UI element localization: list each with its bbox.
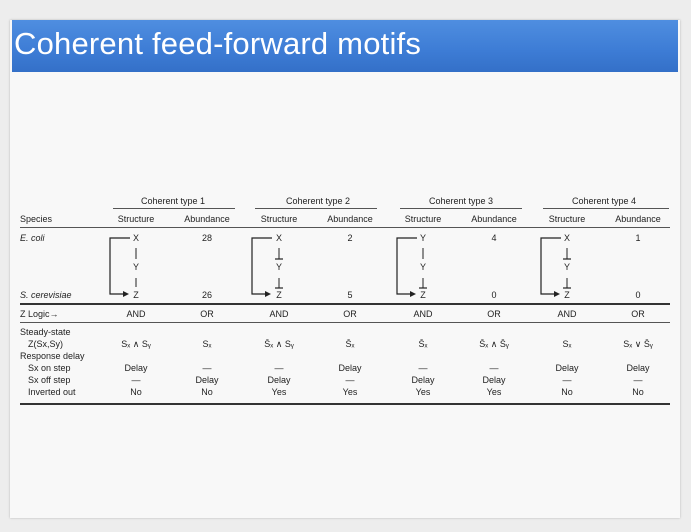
type-2-network-diagram: [251, 237, 283, 297]
species-label: Species: [20, 214, 53, 224]
title-bar: Coherent feed-forward motifs: [12, 20, 678, 72]
type-3-sx-on-and: —: [418, 363, 428, 373]
type-2-node-mid: Y: [275, 262, 283, 272]
type-4-sx-on-or: Delay: [626, 363, 650, 373]
type-4-abundance-header: Abundance: [615, 214, 661, 224]
type-1-header: Coherent type 1: [140, 196, 206, 206]
type-2-sx-off-or: —: [345, 375, 355, 385]
type-3-node-bottom: Z: [420, 290, 426, 300]
type-2-abundance-header: Abundance: [327, 214, 373, 224]
type-3-node-mid: Y: [419, 262, 427, 272]
type-2-structure-header: Structure: [260, 214, 298, 224]
type-4-underline: [543, 208, 669, 209]
type-3-header: Coherent type 3: [428, 196, 494, 206]
type-2-header: Coherent type 2: [285, 196, 351, 206]
type-1-node-mid: Y: [132, 262, 140, 272]
type-3-node-top: Y: [419, 233, 427, 243]
type-2-steady-and: S̄ₓ ∧ Sᵧ: [264, 339, 294, 349]
type-3-steady-and: S̄ₓ: [418, 339, 428, 349]
type-4-abundance-ecoli: 1: [635, 233, 641, 243]
type-1-underline: [113, 208, 235, 209]
type-1-steady-or: Sₓ: [202, 339, 212, 349]
logic-divider: [20, 322, 670, 323]
slide: Coherent feed-forward motifs Coherent ty…: [10, 20, 680, 518]
type-4-header: Coherent type 4: [571, 196, 637, 206]
type-1-structure-header: Structure: [117, 214, 155, 224]
type-2-sx-on-or: Delay: [338, 363, 362, 373]
type-4-network-diagram: [540, 237, 571, 297]
type-2-logic-and: AND: [269, 309, 289, 319]
type-1-logic-and: AND: [126, 309, 146, 319]
header-divider: [20, 227, 670, 228]
type-4-steady-and: Sₓ: [562, 339, 572, 349]
type-3-abundance-header: Abundance: [471, 214, 517, 224]
type-1-logic-or: OR: [200, 309, 214, 319]
type-4-structure-header: Structure: [548, 214, 586, 224]
type-2-abundance-ecoli: 2: [347, 233, 353, 243]
type-4-abundance-scerevisiae: 0: [635, 290, 641, 300]
type-1-network-diagram: [109, 237, 137, 297]
type-1-sx-on-or: —: [202, 363, 212, 373]
type-4-inverted-or: No: [632, 387, 644, 397]
type-1-sx-off-and: —: [131, 375, 141, 385]
type-4-sx-off-and: —: [562, 375, 572, 385]
type-4-node-top: X: [563, 233, 571, 243]
type-3-inverted-and: Yes: [415, 387, 431, 397]
type-2-steady-or: S̄ₓ: [345, 339, 355, 349]
type-3-underline: [400, 208, 522, 209]
type-1-steady-and: Sₓ ∧ Sᵧ: [121, 339, 151, 349]
type-1-abundance-scerevisiae: 26: [201, 290, 213, 300]
type-1-inverted-or: No: [201, 387, 213, 397]
type-1-sx-on-and: Delay: [124, 363, 148, 373]
type-1-abundance-header: Abundance: [184, 214, 230, 224]
type-4-node-mid: Y: [563, 262, 571, 272]
scerevisiae-label: S. cerevisiae: [20, 290, 72, 300]
type-4-inverted-and: No: [561, 387, 573, 397]
type-3-steady-or: S̄ₓ ∧ S̄ᵧ: [479, 339, 509, 349]
type-3-logic-and: AND: [413, 309, 433, 319]
type-2-sx-off-and: Delay: [267, 375, 291, 385]
type-1-inverted-and: No: [130, 387, 142, 397]
type-2-node-top: X: [275, 233, 283, 243]
response-delay-label: Response delay: [20, 351, 85, 361]
species-divider: [20, 303, 670, 305]
type-3-structure-header: Structure: [404, 214, 442, 224]
type-4-node-bottom: Z: [564, 290, 570, 300]
type-3-network-diagram: [396, 237, 427, 297]
type-4-logic-or: OR: [631, 309, 645, 319]
type-4-sx-on-and: Delay: [555, 363, 579, 373]
type-1-sx-off-or: Delay: [195, 375, 219, 385]
sx-on-label: Sx on step: [28, 363, 71, 373]
type-3-logic-or: OR: [487, 309, 501, 319]
sx-off-label: Sx off step: [28, 375, 71, 385]
type-3-sx-off-and: Delay: [411, 375, 435, 385]
type-3-abundance-scerevisiae: 0: [491, 290, 497, 300]
steady-state-label: Steady-state: [20, 327, 71, 337]
type-4-steady-or: Sₓ ∨ S̄ᵧ: [623, 339, 653, 349]
type-4-logic-and: AND: [557, 309, 577, 319]
type-1-node-top: X: [132, 233, 140, 243]
type-3-sx-off-or: Delay: [482, 375, 506, 385]
type-2-inverted-and: Yes: [271, 387, 287, 397]
type-1-abundance-ecoli: 28: [201, 233, 213, 243]
type-2-underline: [255, 208, 377, 209]
table-bottom-rule: [20, 403, 670, 405]
inverted-label: Inverted out: [28, 387, 76, 397]
ecoli-label: E. coli: [20, 233, 45, 243]
type-2-logic-or: OR: [343, 309, 357, 319]
type-3-abundance-ecoli: 4: [491, 233, 497, 243]
zlogic-label: Z Logic→: [20, 309, 59, 319]
type-2-sx-on-and: —: [274, 363, 284, 373]
type-1-node-bottom: Z: [133, 290, 139, 300]
type-2-node-bottom: Z: [276, 290, 282, 300]
zsxsy-label: Z(Sx,Sy): [28, 339, 63, 349]
type-2-abundance-scerevisiae: 5: [347, 290, 353, 300]
type-2-inverted-or: Yes: [342, 387, 358, 397]
slide-title: Coherent feed-forward motifs: [14, 26, 422, 61]
type-4-sx-off-or: —: [633, 375, 643, 385]
type-3-inverted-or: Yes: [486, 387, 502, 397]
type-3-sx-on-or: —: [489, 363, 499, 373]
